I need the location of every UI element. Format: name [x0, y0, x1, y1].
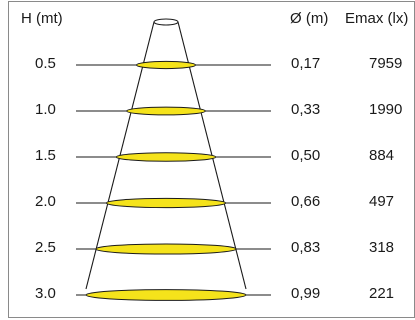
diameter-value: 0,17 — [291, 55, 321, 72]
emax-value: 221 — [369, 285, 395, 302]
beam-spot-ellipse — [126, 106, 206, 116]
emax-value: 318 — [369, 239, 395, 256]
height-value: 0.5 — [35, 55, 56, 72]
diameter-value: 0,66 — [291, 193, 321, 210]
diameter-value: 0,99 — [291, 285, 321, 302]
height-value: 3.0 — [35, 285, 56, 302]
emax-value: 1990 — [369, 101, 403, 118]
diagram-frame: H (mt) Ø (m) Emax (lx) 0.5 0,17 7959 1.0 0,3… — [8, 1, 415, 318]
beam-spot-ellipse — [136, 60, 196, 70]
height-header: H (mt) — [21, 10, 63, 27]
height-value: 1.0 — [35, 101, 56, 118]
beam-spot-ellipse — [95, 243, 237, 255]
beam-spot-ellipse — [85, 289, 247, 301]
emax-value: 7959 — [369, 55, 403, 72]
beam-spot-ellipse — [115, 152, 217, 162]
light-cone-diagram — [76, 18, 271, 301]
height-value: 2.0 — [35, 193, 56, 210]
diameter-value: 0,50 — [291, 147, 321, 164]
height-value: 1.5 — [35, 147, 56, 164]
diameter-value: 0,83 — [291, 239, 321, 256]
diameter-header: Ø (m) — [290, 10, 329, 27]
emax-header: Emax (lx) — [345, 10, 409, 27]
beam-spot-ellipse — [105, 197, 227, 209]
height-value: 2.5 — [35, 239, 56, 256]
emax-value: 497 — [369, 193, 395, 210]
emax-value: 884 — [369, 147, 395, 164]
diameter-value: 0,33 — [291, 101, 321, 118]
light-source-ellipse — [153, 18, 179, 26]
